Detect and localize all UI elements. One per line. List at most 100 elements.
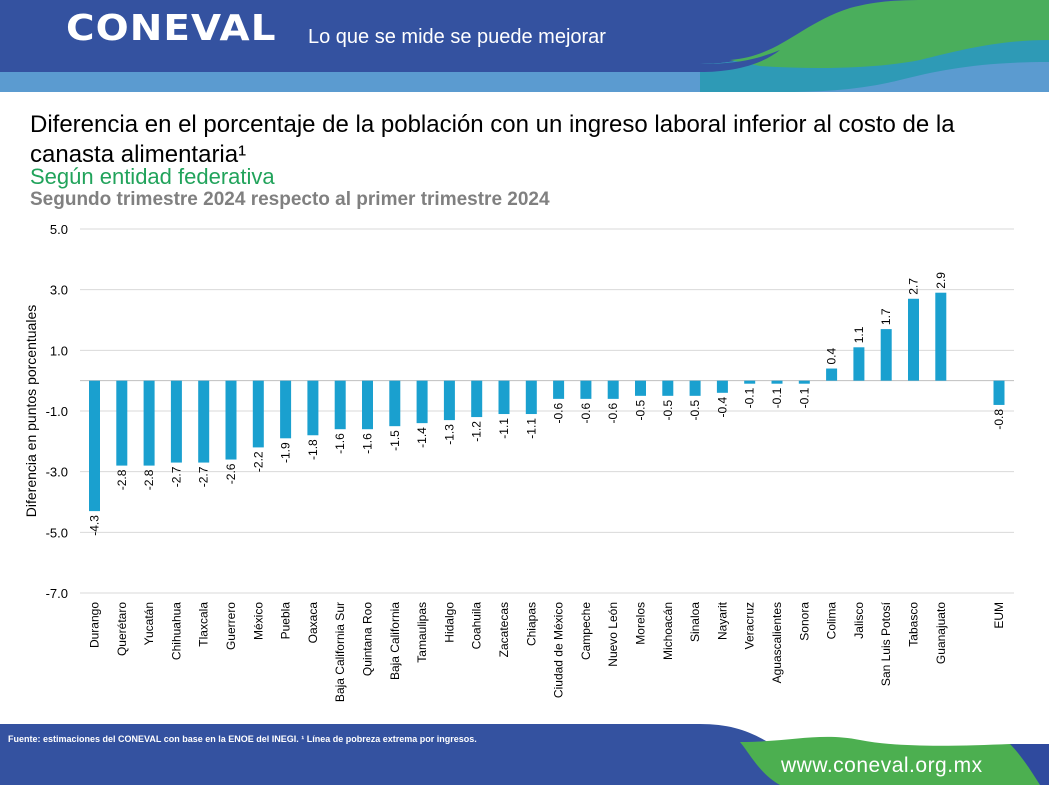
header-banner: CONEVAL Lo que se mide se puede mejorar: [0, 0, 1049, 100]
category-label: Ciudad de México: [552, 602, 566, 698]
category-label: Veracruz: [743, 602, 757, 649]
data-label: 2.9: [934, 272, 948, 289]
category-label: Yucatán: [142, 602, 156, 645]
category-label: Tamaulipas: [415, 602, 429, 663]
bar: [198, 380, 210, 463]
data-label: -0.6: [579, 403, 593, 424]
bar: [389, 380, 401, 427]
category-label: San Luis Potosí: [879, 601, 893, 686]
header-background: [0, 0, 1049, 92]
category-label: Baja California Sur: [333, 602, 347, 702]
data-label: -1.8: [306, 439, 320, 460]
category-label: Zacatecas: [497, 602, 511, 657]
data-label: 0.4: [825, 348, 839, 365]
bar: [416, 380, 428, 424]
bar: [525, 380, 537, 415]
data-label: -0.4: [715, 396, 729, 417]
category-label: Chihuahua: [169, 602, 183, 660]
bar: [993, 380, 1005, 405]
data-label: -2.7: [197, 466, 211, 487]
data-label: -1.9: [279, 442, 293, 463]
data-label: -0.6: [552, 403, 566, 424]
bar: [89, 380, 100, 512]
source-note: Fuente: estimaciones del CONEVAL con bas…: [8, 734, 477, 744]
bar: [307, 380, 319, 436]
category-label: Michoacán: [661, 602, 675, 660]
header-tagline: Lo que se mide se puede mejorar: [308, 26, 606, 48]
category-label: Coahuila: [470, 602, 484, 650]
bar: [170, 380, 182, 463]
y-tick-label: -7.0: [46, 586, 68, 601]
data-label: -2.7: [169, 466, 183, 487]
bar: [935, 292, 947, 381]
y-tick-label: -5.0: [46, 525, 68, 540]
data-label: -1.6: [333, 433, 347, 454]
y-tick-label: 3.0: [50, 283, 68, 298]
bar: [798, 380, 810, 384]
category-label: Oaxaca: [306, 602, 320, 644]
category-label: Quintana Roo: [361, 602, 375, 676]
bar: [662, 380, 674, 396]
category-label: Sinaloa: [688, 602, 702, 642]
category-label: México: [251, 602, 265, 640]
y-tick-label: -3.0: [46, 465, 68, 480]
bar: [443, 380, 455, 421]
data-label: -1.5: [388, 430, 402, 451]
bar: [280, 380, 292, 439]
category-label: Guanajuato: [934, 602, 948, 664]
category-label: Guerrero: [224, 602, 238, 650]
data-label: -2.2: [251, 451, 265, 472]
data-label: 1.1: [852, 326, 866, 343]
bar-chart: 5.0 3.0 1.0 -1.0 -3.0 -5.0 -7.0 Diferencia en p…: [23, 222, 1014, 702]
category-label: Nayarit: [715, 601, 729, 640]
category-label: Morelos: [634, 602, 648, 645]
bar: [498, 380, 510, 415]
bar: [853, 347, 865, 381]
bar: [607, 380, 619, 399]
data-label: 2.7: [907, 278, 921, 295]
category-label: Puebla: [279, 602, 293, 640]
category-label: Jalisco: [852, 602, 866, 639]
data-label: -0.1: [797, 387, 811, 408]
data-label: -1.2: [470, 421, 484, 442]
y-tick-label: 1.0: [50, 343, 68, 358]
data-label: -4.3: [88, 515, 102, 536]
bar: [635, 380, 646, 396]
data-label: -0.5: [688, 400, 702, 421]
bar: [908, 298, 919, 381]
category-label: Durango: [88, 602, 102, 648]
bar: [744, 380, 756, 384]
data-label: -1.6: [361, 433, 375, 454]
data-label: -0.5: [634, 400, 648, 421]
y-axis-label: Diferencia en puntos porcentuales: [23, 305, 39, 517]
data-label: -0.6: [606, 403, 620, 424]
data-label: 1.7: [879, 308, 893, 325]
category-label: Colima: [825, 602, 839, 640]
category-label: Campeche: [579, 602, 593, 660]
category-label: Sonora: [797, 602, 811, 641]
chart-period: Segundo trimestre 2024 respecto al prime…: [30, 189, 550, 210]
data-label: -2.6: [224, 463, 238, 484]
category-label: EUM: [992, 602, 1006, 629]
data-label: -1.4: [415, 427, 429, 448]
category-label: Chiapas: [524, 602, 538, 646]
data-label: -0.8: [992, 409, 1006, 430]
y-tick-label: -1.0: [46, 404, 68, 419]
bar: [689, 380, 701, 396]
bar: [252, 380, 264, 448]
bar: [225, 380, 237, 460]
bar: [143, 380, 155, 466]
website-link[interactable]: www.coneval.org.mx: [781, 754, 983, 777]
data-label: -0.1: [770, 387, 784, 408]
coneval-logo: CONEVAL: [66, 8, 277, 49]
category-label: Baja California: [388, 602, 402, 680]
y-tick-label: 5.0: [50, 222, 68, 237]
category-label: Hidalgo: [442, 602, 456, 643]
data-label: -1.1: [497, 418, 511, 439]
data-label: -1.3: [442, 424, 456, 445]
data-label: -0.1: [743, 387, 757, 408]
footer-banner: [0, 724, 1049, 785]
bar: [553, 380, 565, 399]
chart-subtitle: Según entidad federativa: [30, 164, 275, 189]
data-label: -0.5: [661, 400, 675, 421]
